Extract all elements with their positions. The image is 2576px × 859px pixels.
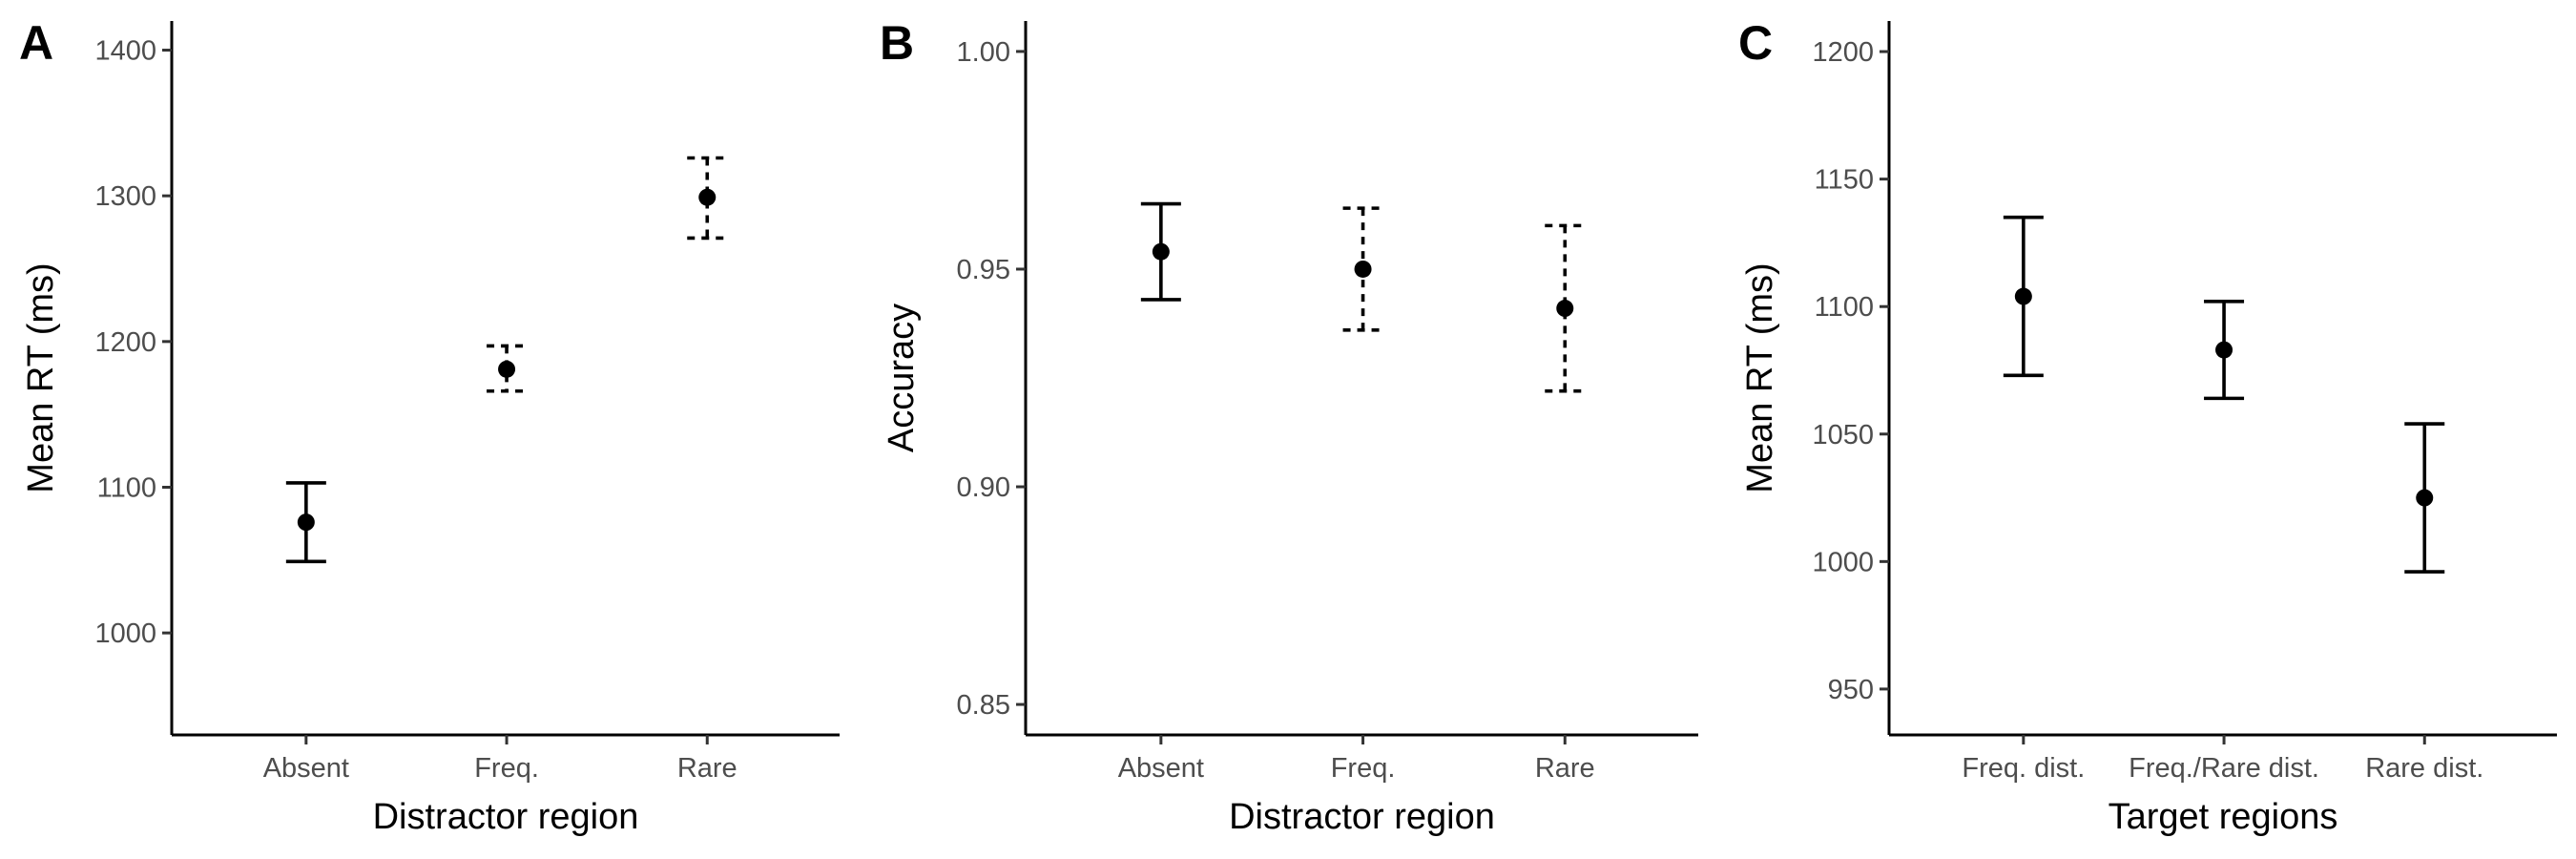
x-tick-label: Rare <box>1535 753 1595 784</box>
error-bar <box>487 344 528 393</box>
data-point <box>2014 287 2032 305</box>
y-axis-title: Mean RT (ms) <box>21 262 61 492</box>
panel-letter: C <box>1738 16 1773 70</box>
y-tick-label: 1200 <box>94 327 156 358</box>
y-tick-label: 1300 <box>94 181 156 212</box>
x-tick-label: Absent <box>1118 753 1204 784</box>
panel-b: B 0.85 0.90 0.95 1.00 Absent Freq. Rare Distract… <box>880 16 1698 837</box>
y-tick-label: 1200 <box>1812 37 1874 68</box>
panel-letter: B <box>880 16 914 70</box>
x-tick-label: Rare <box>677 753 737 784</box>
data-point <box>1354 260 1372 278</box>
y-tick-label: 0.95 <box>957 255 1010 285</box>
x-axis-title: Target regions <box>2109 797 2338 837</box>
data-point <box>2215 341 2233 359</box>
y-tick-label: 1400 <box>94 36 156 67</box>
x-tick-label: Freq. <box>474 753 539 784</box>
y-tick-label: 1.00 <box>957 37 1010 68</box>
panel-a: A 1000 1100 1200 1300 1400 Absent Freq. Rare Dist… <box>19 16 840 837</box>
x-tick-label: Rare dist. <box>2365 753 2483 784</box>
panel-letter: A <box>19 16 53 70</box>
data-point <box>1556 300 1574 318</box>
data-point <box>698 188 717 206</box>
y-tick-label: 1000 <box>94 618 156 649</box>
y-axis-title: Mean RT (ms) <box>1740 262 1780 492</box>
y-tick-label: 0.90 <box>957 472 1010 503</box>
panel-c: C 950 1000 1050 1100 1150 1200 Freq. dist. Freq.… <box>1738 16 2557 837</box>
y-tick-label: 1050 <box>1812 420 1874 450</box>
x-tick-label: Absent <box>263 753 349 784</box>
x-axis-title: Distractor region <box>373 797 639 837</box>
x-tick-label: Freq. <box>1331 753 1396 784</box>
error-bar <box>1545 223 1586 393</box>
data-point <box>1152 242 1170 261</box>
x-tick-label: Freq./Rare dist. <box>2129 753 2319 784</box>
y-axis-title: Accuracy <box>882 304 922 452</box>
error-bar <box>687 156 728 241</box>
y-tick-label: 1100 <box>97 472 156 503</box>
x-axis-title: Distractor region <box>1229 797 1495 837</box>
y-tick-label: 1100 <box>1815 292 1874 323</box>
x-tick-label: Freq. dist. <box>1962 753 2085 784</box>
y-tick-label: 950 <box>1828 675 1874 705</box>
y-tick-label: 0.85 <box>957 690 1010 721</box>
y-tick-label: 1150 <box>1815 165 1874 196</box>
data-point <box>498 360 516 378</box>
data-point <box>297 513 315 532</box>
y-tick-label: 1000 <box>1812 547 1874 577</box>
data-point <box>2416 489 2434 507</box>
